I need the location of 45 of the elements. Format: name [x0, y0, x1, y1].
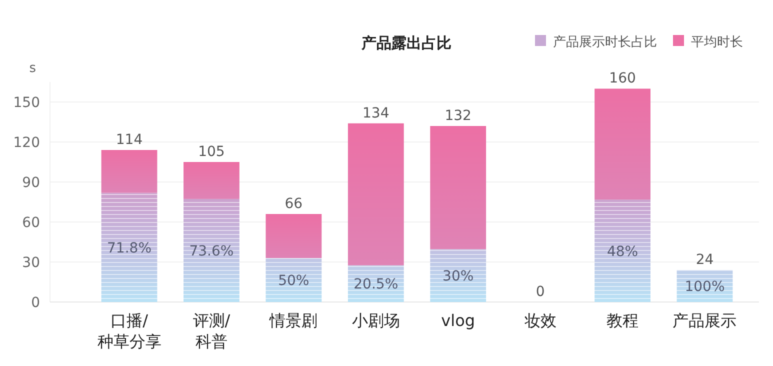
- x-tick-label: 小剧场: [352, 311, 400, 330]
- x-tick-label: 情景剧: [268, 311, 318, 330]
- bar: [430, 126, 486, 250]
- bar: [101, 192, 158, 302]
- y-tick-label: 0: [31, 295, 40, 311]
- x-tick-label: 妆效: [524, 311, 556, 330]
- bar: [594, 88, 650, 200]
- total-label: 105: [198, 144, 225, 160]
- total-label: 132: [444, 108, 472, 124]
- legend-label: 平均时长: [691, 35, 743, 50]
- bar: [430, 249, 486, 302]
- total-label: 114: [116, 132, 143, 148]
- x-tick-label: 口播/ 种草分享: [97, 311, 162, 351]
- total-label: 66: [284, 196, 303, 212]
- total-label: 160: [609, 70, 636, 87]
- total-label: 0: [536, 284, 545, 300]
- bar: [348, 265, 404, 302]
- x-tick-label: 教程: [606, 311, 639, 330]
- y-axis-title: s: [29, 61, 36, 76]
- legend-label: 产品展示时长占比: [553, 35, 657, 50]
- total-label: 24: [696, 252, 714, 268]
- annotation: 48%: [606, 244, 638, 260]
- annotation: 20.5%: [354, 276, 398, 293]
- annotation: 71.8%: [107, 240, 152, 256]
- x-tick-label: vlog: [441, 311, 476, 330]
- y-tick-label: 150: [13, 95, 40, 111]
- annotation: 50%: [278, 273, 310, 289]
- y-tick-label: 60: [22, 215, 40, 231]
- annotation: 100%: [684, 279, 725, 295]
- total-label: 134: [362, 105, 390, 122]
- annotation: 73.6%: [189, 243, 234, 260]
- y-tick-label: 120: [13, 135, 40, 151]
- bar: [184, 162, 240, 199]
- bar: [184, 198, 240, 302]
- x-tick-label: 评测/ 科普: [192, 311, 231, 351]
- bar: [594, 200, 650, 302]
- chart-title: 产品露出占比: [360, 34, 452, 52]
- y-tick-label: 90: [22, 175, 40, 191]
- bar: [266, 214, 322, 258]
- bar: [101, 150, 158, 193]
- bar: [348, 123, 404, 266]
- x-tick-label: 产品展示: [672, 311, 737, 330]
- annotation: 30%: [442, 268, 474, 285]
- y-tick-label: 30: [22, 255, 40, 271]
- bar: [266, 258, 322, 302]
